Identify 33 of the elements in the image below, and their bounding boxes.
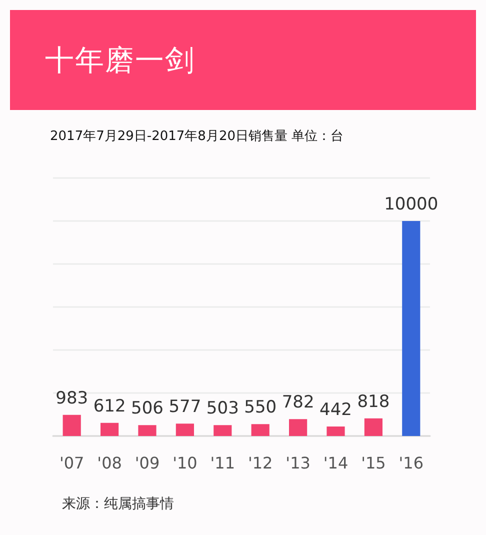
bar (62, 414, 81, 436)
x-tick-label: '15 (361, 454, 386, 472)
x-tick-label: '14 (323, 454, 348, 472)
data-label: 442 (320, 400, 352, 420)
x-tick-label: '12 (248, 454, 273, 472)
chart-title: 十年磨一剑 (45, 42, 195, 78)
chart-subtitle: 2017年7月29日-2017年8月20日销售量 单位：台 (50, 128, 344, 146)
data-label: 983 (56, 388, 88, 408)
data-label: 782 (282, 392, 314, 413)
x-tick-label: '10 (172, 454, 198, 472)
bar (138, 425, 156, 436)
bar (364, 418, 382, 436)
bar (251, 424, 270, 436)
bar (289, 419, 308, 436)
bar (214, 425, 232, 436)
bar (326, 426, 345, 436)
x-tick-label: '09 (134, 454, 160, 472)
x-tick-label: '16 (398, 454, 424, 472)
source-note: 来源：纯属搞事情 (62, 495, 174, 514)
data-label: 503 (206, 398, 239, 419)
data-label: 10000 (384, 194, 438, 214)
x-tick-label: '11 (210, 454, 236, 472)
bar (402, 221, 420, 436)
data-label: 550 (244, 398, 277, 418)
x-tick-label: '13 (286, 454, 310, 472)
data-label: 577 (168, 397, 202, 418)
data-label: 612 (93, 396, 126, 416)
data-label: 818 (357, 392, 390, 412)
x-tick-label: '07 (59, 454, 84, 472)
bar (176, 424, 194, 436)
data-label: 506 (131, 398, 164, 419)
x-tick-label: '08 (97, 454, 122, 472)
bar (100, 422, 119, 436)
